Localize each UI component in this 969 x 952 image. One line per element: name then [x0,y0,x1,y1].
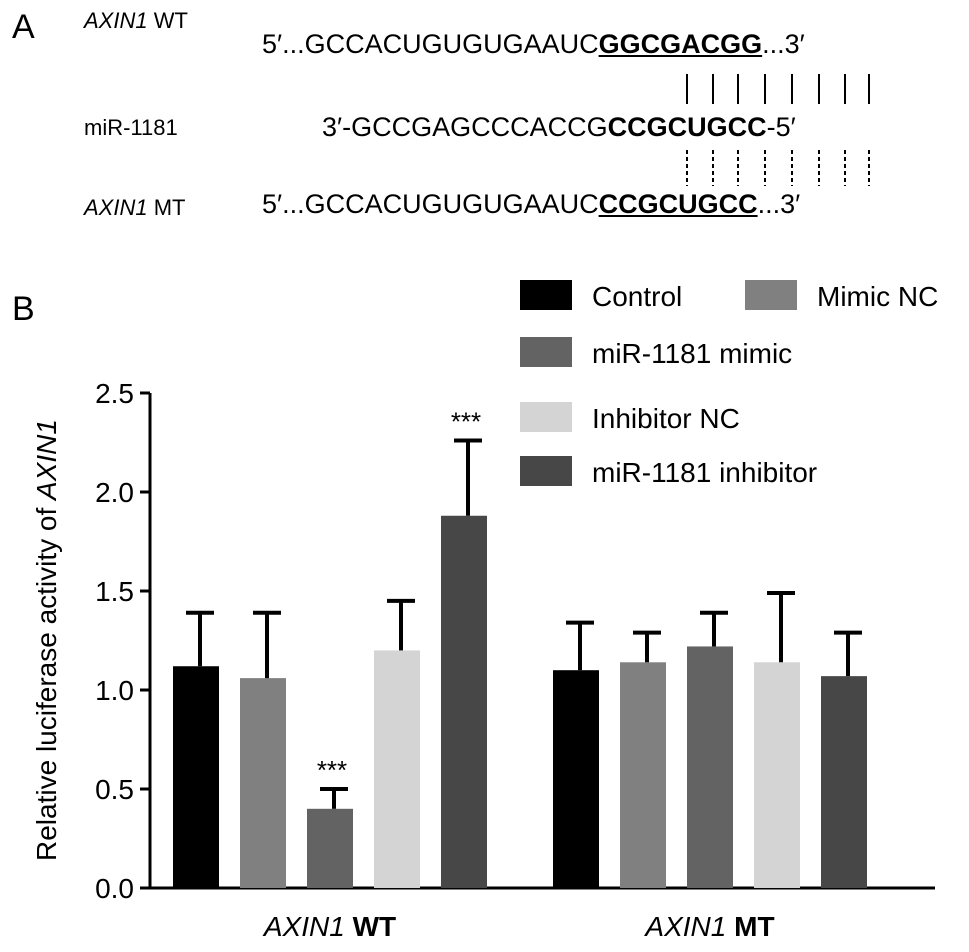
bar [441,515,487,888]
bar [173,666,219,888]
seq-label-mir-1181: miR-1181 [84,115,178,140]
bar [240,678,286,888]
legend-swatch [520,337,572,367]
bar [307,808,353,888]
bar [821,676,867,888]
panel-b-letter: B [12,290,35,328]
base-pairing-lines [686,74,870,186]
panel-a-letter: A [12,8,35,46]
bar [374,650,420,888]
sequence-mir-1181: 3′-GCCGAGCCCACCGCCGCUGCC-5′ [322,112,796,142]
bar [687,646,733,888]
y-tick-label: 0.5 [95,774,134,805]
legend-swatch [520,456,572,486]
chart-legend: Control Mimic NC miR-1181 mimic Inhibitor N… [520,280,938,488]
legend-swatch [520,280,572,310]
seq-label-axin1-wt: AXIN1 WT [84,8,188,33]
y-tick-label: 2.0 [95,477,134,508]
sequence-axin1-mt: 5′...GCCACUGUGUGAAUCCCGCUGCC...3′ [262,189,801,219]
legend-label: Control [592,281,682,312]
legend-label: miR-1181 inhibitor [592,457,817,488]
bar [620,662,666,888]
y-axis-label: Relative luciferase activity of AXIN1 [31,419,62,861]
seq-label-axin1-mt: AXIN1 MT [84,195,186,220]
y-tick-label: 2.5 [95,378,134,409]
legend-label: miR-1181 mimic [592,338,792,369]
mt-pairing-dashed-lines [686,150,870,186]
legend-label: Mimic NC [817,281,938,312]
legend-swatch [745,280,797,310]
x-group-label: AXIN1 WT [262,911,396,942]
wt-pairing-solid-lines [686,74,870,104]
sequence-axin1-wt: 5′...GCCACUGUGUGAAUCGGCGACGG...3′ [262,29,805,59]
y-tick-label: 1.5 [95,576,134,607]
bar [754,662,800,888]
bar [553,670,599,888]
y-tick-label: 1.0 [95,675,134,706]
legend-label: Inhibitor NC [592,403,740,434]
chart-bars: *** *** [173,407,867,888]
significance-label: *** [451,407,481,437]
y-tick-label: 0.0 [95,873,134,904]
significance-label: *** [317,755,347,785]
legend-swatch [520,402,572,432]
x-group-label: AXIN1 MT [643,911,774,942]
